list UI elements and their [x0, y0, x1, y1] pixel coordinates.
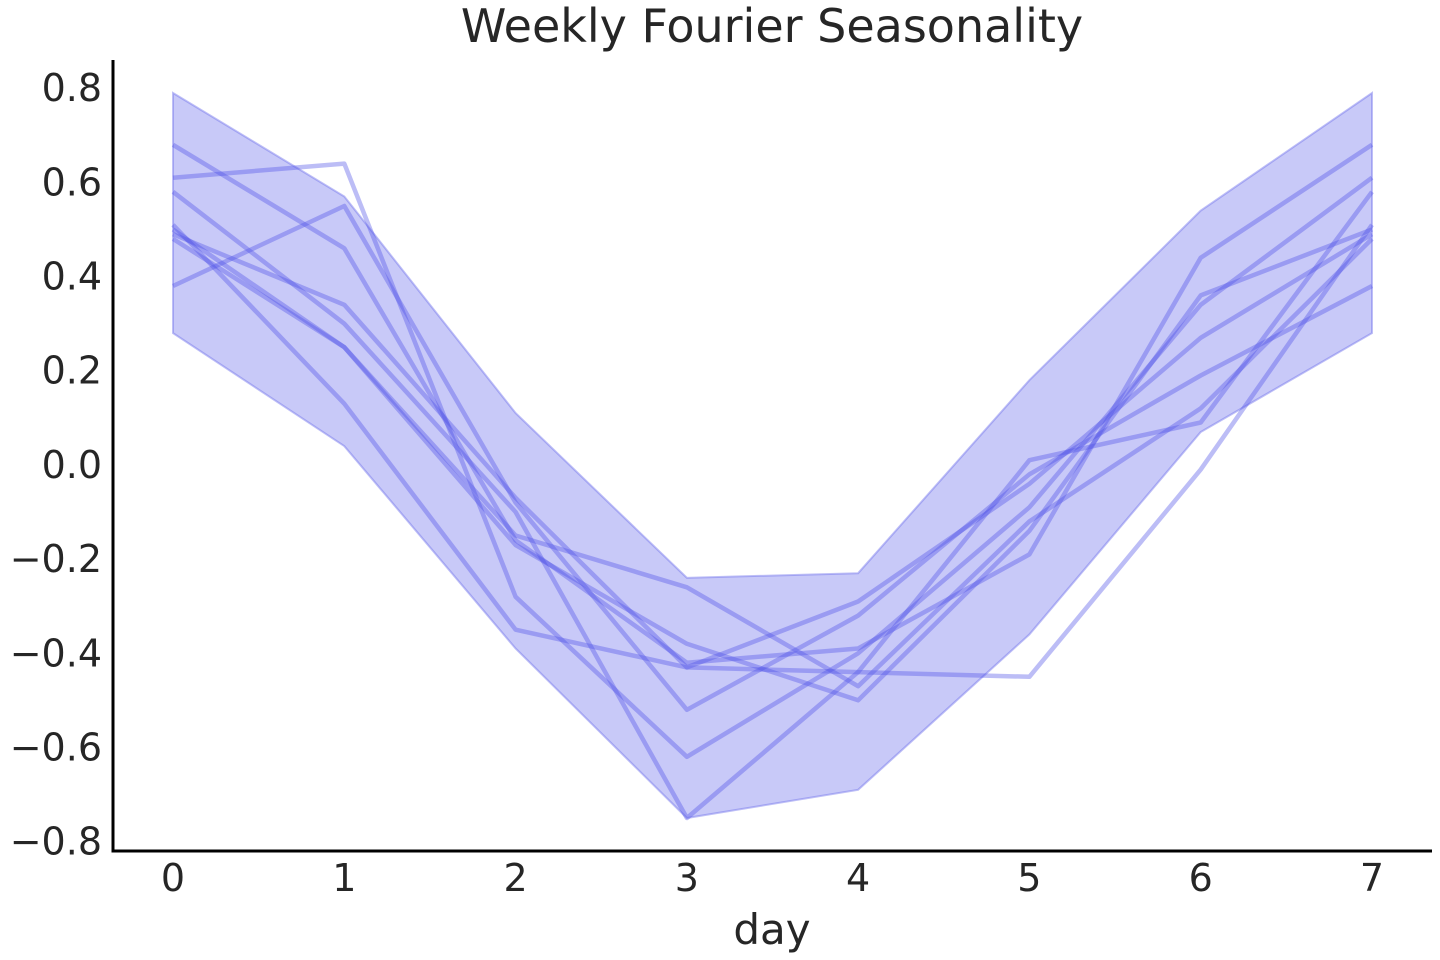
series-line-5 [171, 227, 1373, 703]
series-lines-layer [171, 142, 1374, 821]
x-tick-label: 1 [332, 856, 356, 900]
series-line-3 [171, 190, 1374, 821]
y-tick-label: 0.6 [42, 160, 102, 204]
uncertainty-band-layer [172, 91, 1373, 820]
y-tick-label: 0.8 [42, 66, 102, 110]
series-line-8 [172, 203, 1374, 713]
y-tick-labels: −0.8 −0.6 −0.4 −0.2 0.0 0.2 0.4 0.6 0.8 [10, 66, 102, 863]
series-line-7 [171, 236, 1374, 689]
y-tick-label: −0.6 [10, 725, 102, 769]
y-tick-label: −0.8 [10, 820, 102, 864]
chart-title: Weekly Fourier Seasonality [461, 0, 1083, 53]
y-tick-label: 0.4 [42, 255, 102, 299]
x-tick-label: 2 [504, 856, 528, 900]
x-axis-title: day [733, 905, 810, 954]
series-line-2 [172, 161, 1374, 760]
x-tick-label: 7 [1360, 856, 1384, 900]
uncertainty-band [172, 91, 1373, 820]
x-tick-label: 6 [1189, 856, 1213, 900]
x-tick-label: 3 [675, 856, 699, 900]
y-tick-label: 0.0 [42, 443, 102, 487]
series-line-1 [171, 142, 1374, 665]
y-tick-label: −0.2 [10, 537, 102, 581]
series-line-6 [172, 232, 1374, 670]
x-tick-label: 0 [161, 856, 185, 900]
x-tick-labels: 0 1 2 3 4 5 6 7 [161, 856, 1384, 900]
series-line-4 [171, 223, 1374, 680]
y-tick-label: 0.2 [42, 349, 102, 393]
x-tick-label: 5 [1017, 856, 1041, 900]
y-tick-label: −0.4 [10, 631, 102, 675]
x-tick-label: 4 [846, 856, 870, 900]
